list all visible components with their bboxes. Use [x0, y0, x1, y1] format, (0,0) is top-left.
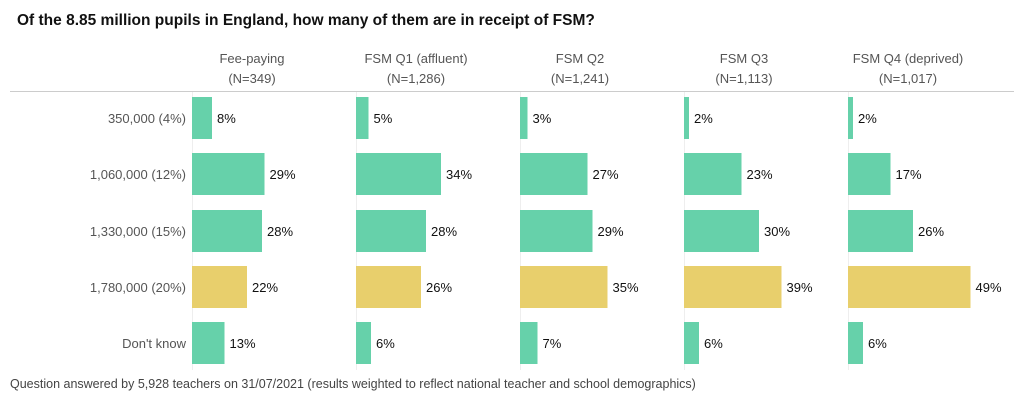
data-label: 28% — [267, 224, 293, 239]
bar — [520, 322, 538, 364]
data-label: 6% — [704, 336, 723, 351]
bar — [684, 266, 782, 308]
data-label: 28% — [431, 224, 457, 239]
data-label: 49% — [976, 280, 1002, 295]
bar — [356, 322, 371, 364]
data-label: 34% — [446, 167, 472, 182]
bar — [192, 266, 247, 308]
bar — [520, 97, 528, 139]
category-label: 350,000 (4%) — [108, 111, 186, 126]
panel-n-label: (N=1,017) — [879, 71, 937, 86]
bar — [848, 97, 853, 139]
data-label: 3% — [533, 111, 552, 126]
category-label: Don't know — [122, 336, 187, 351]
category-label: 1,780,000 (20%) — [90, 280, 186, 295]
data-label: 22% — [252, 280, 278, 295]
panel-title: Fee-paying — [219, 51, 284, 66]
data-label: 5% — [374, 111, 393, 126]
bar — [356, 266, 421, 308]
data-label: 29% — [598, 224, 624, 239]
bar — [848, 322, 863, 364]
bar — [192, 210, 262, 252]
data-label: 23% — [747, 167, 773, 182]
data-label: 35% — [613, 280, 639, 295]
panel-n-label: (N=1,113) — [715, 71, 772, 86]
data-label: 26% — [426, 280, 452, 295]
data-label: 13% — [230, 336, 256, 351]
bar — [848, 266, 971, 308]
bar — [684, 210, 759, 252]
panel-title: FSM Q3 — [720, 51, 768, 66]
bar — [192, 153, 265, 195]
data-label: 30% — [764, 224, 790, 239]
data-label: 17% — [896, 167, 922, 182]
bar — [520, 210, 593, 252]
category-label: 1,330,000 (15%) — [90, 224, 186, 239]
bar — [848, 153, 891, 195]
data-label: 2% — [858, 111, 877, 126]
bar — [356, 210, 426, 252]
category-label: 1,060,000 (12%) — [90, 167, 186, 182]
data-label: 27% — [593, 167, 619, 182]
data-label: 6% — [376, 336, 395, 351]
bar — [684, 97, 689, 139]
data-label: 26% — [918, 224, 944, 239]
panel-title: FSM Q4 (deprived) — [853, 51, 964, 66]
data-label: 8% — [217, 111, 236, 126]
data-label: 39% — [787, 280, 813, 295]
panel-n-label: (N=1,286) — [387, 71, 445, 86]
data-label: 2% — [694, 111, 713, 126]
bar — [356, 153, 441, 195]
bar — [192, 97, 212, 139]
bar — [848, 210, 913, 252]
panel-title: FSM Q1 (affluent) — [364, 51, 467, 66]
bar — [520, 266, 608, 308]
chart-footnote: Question answered by 5,928 teachers on 3… — [10, 377, 696, 391]
bar — [520, 153, 588, 195]
bar — [684, 153, 742, 195]
panel-title: FSM Q2 — [556, 51, 604, 66]
data-label: 7% — [543, 336, 562, 351]
bar — [684, 322, 699, 364]
bar — [356, 97, 369, 139]
panel-n-label: (N=1,241) — [551, 71, 609, 86]
bar — [192, 322, 225, 364]
data-label: 6% — [868, 336, 887, 351]
panel-n-label: (N=349) — [228, 71, 275, 86]
chart-title: Of the 8.85 million pupils in England, h… — [17, 12, 595, 29]
data-label: 29% — [270, 167, 296, 182]
